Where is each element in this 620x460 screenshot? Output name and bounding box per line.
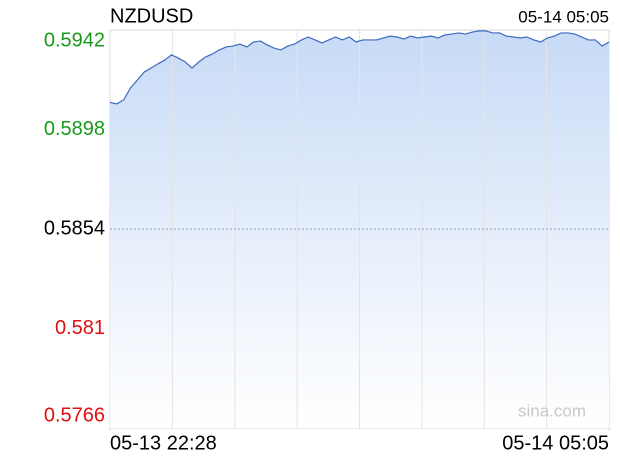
y-tick-label: 0.5766 (44, 404, 105, 426)
x-tick-label: 05-13 22:28 (110, 432, 217, 454)
x-tick-label: 05-14 05:05 (502, 432, 609, 454)
y-tick-label: 0.5854 (44, 217, 105, 239)
update-time: 05-14 05:05 (518, 7, 609, 26)
y-tick-label: 0.5942 (44, 29, 105, 51)
watermark: sina.com (518, 401, 586, 420)
chart-title: NZDUSD (110, 5, 193, 27)
y-tick-label: 0.581 (55, 317, 105, 339)
y-tick-label: 0.5898 (44, 118, 105, 140)
price-line (109, 30, 610, 105)
